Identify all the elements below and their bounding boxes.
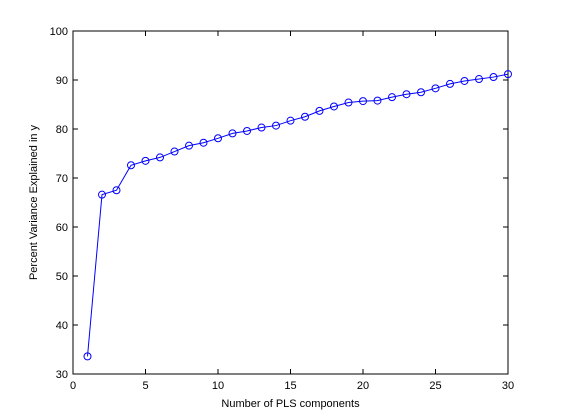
data-point-marker [402, 90, 411, 99]
plot-area [72, 30, 509, 375]
x-axis-title: Number of PLS components [221, 398, 360, 410]
x-tick-label: 5 [142, 380, 148, 392]
data-point-marker [417, 88, 425, 97]
data-point-marker [446, 79, 454, 88]
data-point-marker [185, 141, 193, 150]
data-point-marker [112, 186, 121, 195]
data-point-marker [489, 73, 498, 82]
data-point-marker [141, 156, 150, 165]
y-tick-label: 80 [56, 124, 68, 136]
data-point-marker [170, 147, 179, 156]
data-point-marker [315, 106, 324, 115]
x-tick-label: 25 [429, 380, 441, 392]
data-point-marker [127, 161, 135, 170]
data-point-marker [83, 352, 92, 361]
y-tick-label: 60 [56, 222, 68, 234]
y-tick-label: 30 [56, 369, 68, 381]
x-tick-label: 0 [70, 380, 76, 392]
data-point-marker [359, 97, 367, 106]
y-tick-label: 90 [56, 75, 68, 87]
data-point-marker [431, 84, 440, 93]
x-tick-label: 10 [212, 380, 224, 392]
data-point-marker [98, 190, 106, 199]
axis-tick-labels: 0 5 10 15 20 25 30 30 40 50 60 70 80 90 100 [50, 26, 514, 392]
axis-ticks [72, 30, 509, 375]
series-line [87, 73, 509, 357]
data-point-marker [243, 126, 251, 135]
data-point-marker [388, 93, 396, 102]
data-point-marker [475, 75, 483, 84]
data-point-marker [330, 102, 338, 111]
data-point-marker [228, 129, 237, 138]
data-point-marker [301, 112, 309, 121]
data-point-marker [257, 123, 266, 132]
data-point-marker [199, 138, 208, 147]
data-point-marker [504, 70, 512, 79]
y-tick-label: 50 [56, 271, 68, 283]
data-point-marker [156, 153, 164, 162]
x-tick-label: 20 [357, 380, 369, 392]
data-point-marker [344, 98, 353, 107]
data-point-marker [460, 76, 469, 85]
y-axis-title: Percent Variance Explained in y [28, 124, 40, 280]
y-tick-label: 100 [50, 26, 68, 38]
y-tick-label: 70 [56, 173, 68, 185]
x-tick-label: 30 [502, 380, 514, 392]
data-point-marker [373, 96, 382, 105]
data-point-marker [286, 116, 295, 125]
series-markers [83, 70, 512, 361]
data-point-marker [214, 134, 222, 143]
y-tick-label: 40 [56, 320, 68, 332]
data-point-marker [272, 121, 280, 130]
x-tick-label: 15 [284, 380, 296, 392]
